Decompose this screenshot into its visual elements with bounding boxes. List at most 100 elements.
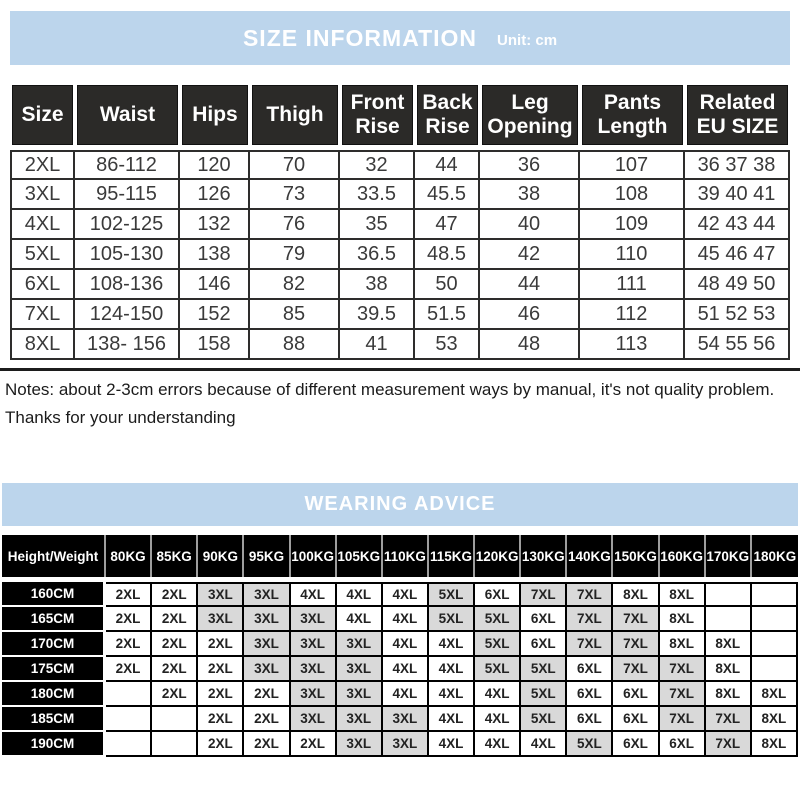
height-cell: 180CM — [2, 682, 106, 707]
wearing-cell: 3XL — [336, 682, 383, 707]
weight-header-cell: 85KG — [152, 535, 199, 577]
wearing-cell: 7XL — [659, 682, 706, 707]
wearing-cell: 3XL — [290, 682, 337, 707]
size-cell: 113 — [580, 330, 685, 360]
wearing-cell: 3XL — [336, 707, 383, 732]
size-cell: 105-130 — [75, 240, 180, 270]
wearing-cell: 3XL — [198, 582, 245, 607]
size-cell: 46 — [480, 300, 580, 330]
wearing-cell: 4XL — [428, 682, 476, 707]
wearing-cell: 2XL — [198, 632, 245, 657]
wearing-cell: 8XL — [613, 582, 660, 607]
size-cell: 35 — [340, 210, 415, 240]
size-col-header: Leg Opening — [482, 85, 578, 145]
size-cell: 47 — [415, 210, 480, 240]
wearing-cell: 2XL — [244, 732, 291, 757]
wearing-cell: 3XL — [244, 657, 291, 682]
size-cell: 76 — [250, 210, 340, 240]
size-cell: 73 — [250, 180, 340, 210]
size-col-header: Related EU SIZE — [687, 85, 788, 145]
wearing-cell: 6XL — [613, 682, 660, 707]
weight-header-cell: 105KG — [336, 535, 383, 577]
wearing-cell: 2XL — [152, 607, 199, 632]
wearing-cell: 6XL — [567, 707, 614, 732]
size-cell: 45 46 47 — [685, 240, 790, 270]
size-information-header: SIZE INFORMATION Unit: cm — [10, 11, 790, 65]
wearing-cell — [152, 707, 199, 732]
size-cell: 44 — [480, 270, 580, 300]
wearing-cell: 8XL — [659, 632, 706, 657]
divider — [0, 368, 800, 371]
wearing-cell: 2XL — [152, 632, 199, 657]
size-cell: 7XL — [10, 300, 75, 330]
wearing-cell: 3XL — [290, 632, 337, 657]
size-cell: 2XL — [10, 150, 75, 180]
size-cell: 41 — [340, 330, 415, 360]
wearing-cell: 4XL — [290, 582, 337, 607]
wearing-cell: 2XL — [244, 682, 291, 707]
wearing-cell — [106, 682, 153, 707]
header-gap — [2, 577, 798, 582]
size-cell: 8XL — [10, 330, 75, 360]
wearing-advice-header: WEARING ADVICE — [2, 483, 798, 526]
wearing-cell: 5XL — [521, 707, 568, 732]
wearing-cell: 6XL — [521, 607, 568, 632]
wearing-cell: 4XL — [382, 682, 429, 707]
size-cell: 108 — [580, 180, 685, 210]
wearing-cell: 4XL — [428, 732, 476, 757]
size-cell: 82 — [250, 270, 340, 300]
wearing-cell: 4XL — [428, 707, 476, 732]
size-col-header: Front Rise — [342, 85, 413, 145]
size-col-header: Waist — [77, 85, 178, 145]
wearing-cell: 4XL — [336, 607, 383, 632]
wearing-cell: 3XL — [336, 657, 383, 682]
wearing-cell: 5XL — [521, 657, 568, 682]
wearing-cell: 7XL — [613, 632, 660, 657]
wearing-cell — [751, 607, 798, 632]
wearing-cell: 8XL — [751, 732, 798, 757]
wearing-cell: 6XL — [613, 707, 660, 732]
wearing-cell: 7XL — [613, 607, 660, 632]
corner-header-cell: Height/Weight — [2, 535, 106, 577]
wearing-cell — [705, 607, 752, 632]
wearing-cell: 4XL — [428, 632, 476, 657]
size-cell: 70 — [250, 150, 340, 180]
weight-header-cell: 150KG — [613, 535, 660, 577]
wearing-cell: 2XL — [106, 582, 153, 607]
height-cell: 185CM — [2, 707, 106, 732]
wearing-cell: 8XL — [705, 632, 752, 657]
wearing-cell: 5XL — [475, 657, 522, 682]
size-cell: 124-150 — [75, 300, 180, 330]
wearing-cell: 4XL — [475, 682, 522, 707]
size-cell: 42 — [480, 240, 580, 270]
size-cell: 51 52 53 — [685, 300, 790, 330]
height-cell: 170CM — [2, 632, 106, 657]
wearing-cell: 7XL — [659, 657, 706, 682]
notes: Notes: about 2-3cm errors because of dif… — [0, 371, 795, 431]
weight-header-cell: 130KG — [521, 535, 568, 577]
size-cell: 51.5 — [415, 300, 480, 330]
wearing-cell: 5XL — [475, 607, 522, 632]
wearing-cell: 6XL — [521, 632, 568, 657]
size-cell: 32 — [340, 150, 415, 180]
wearing-cell: 4XL — [475, 707, 522, 732]
wearing-cell: 3XL — [244, 632, 291, 657]
wearing-cell: 4XL — [382, 657, 429, 682]
wearing-cell: 3XL — [244, 582, 291, 607]
wearing-cell — [106, 707, 153, 732]
wearing-cell: 3XL — [290, 607, 337, 632]
wearing-cell: 6XL — [475, 582, 522, 607]
wearing-cell: 5XL — [521, 682, 568, 707]
size-cell: 42 43 44 — [685, 210, 790, 240]
wearing-cell: 2XL — [152, 657, 199, 682]
size-cell: 48 — [480, 330, 580, 360]
wearing-cell — [705, 582, 752, 607]
wearing-cell: 4XL — [382, 607, 429, 632]
wearing-cell: 3XL — [198, 607, 245, 632]
size-col-header: Hips — [182, 85, 248, 145]
wearing-advice-table: Height/Weight 80KG 85KG 90KG 95KG 100KG 105KG 1… — [2, 535, 798, 757]
size-information-title: SIZE INFORMATION — [242, 24, 478, 51]
wearing-cell: 3XL — [382, 707, 429, 732]
wearing-cell: 3XL — [290, 657, 337, 682]
wearing-cell: 5XL — [428, 607, 476, 632]
